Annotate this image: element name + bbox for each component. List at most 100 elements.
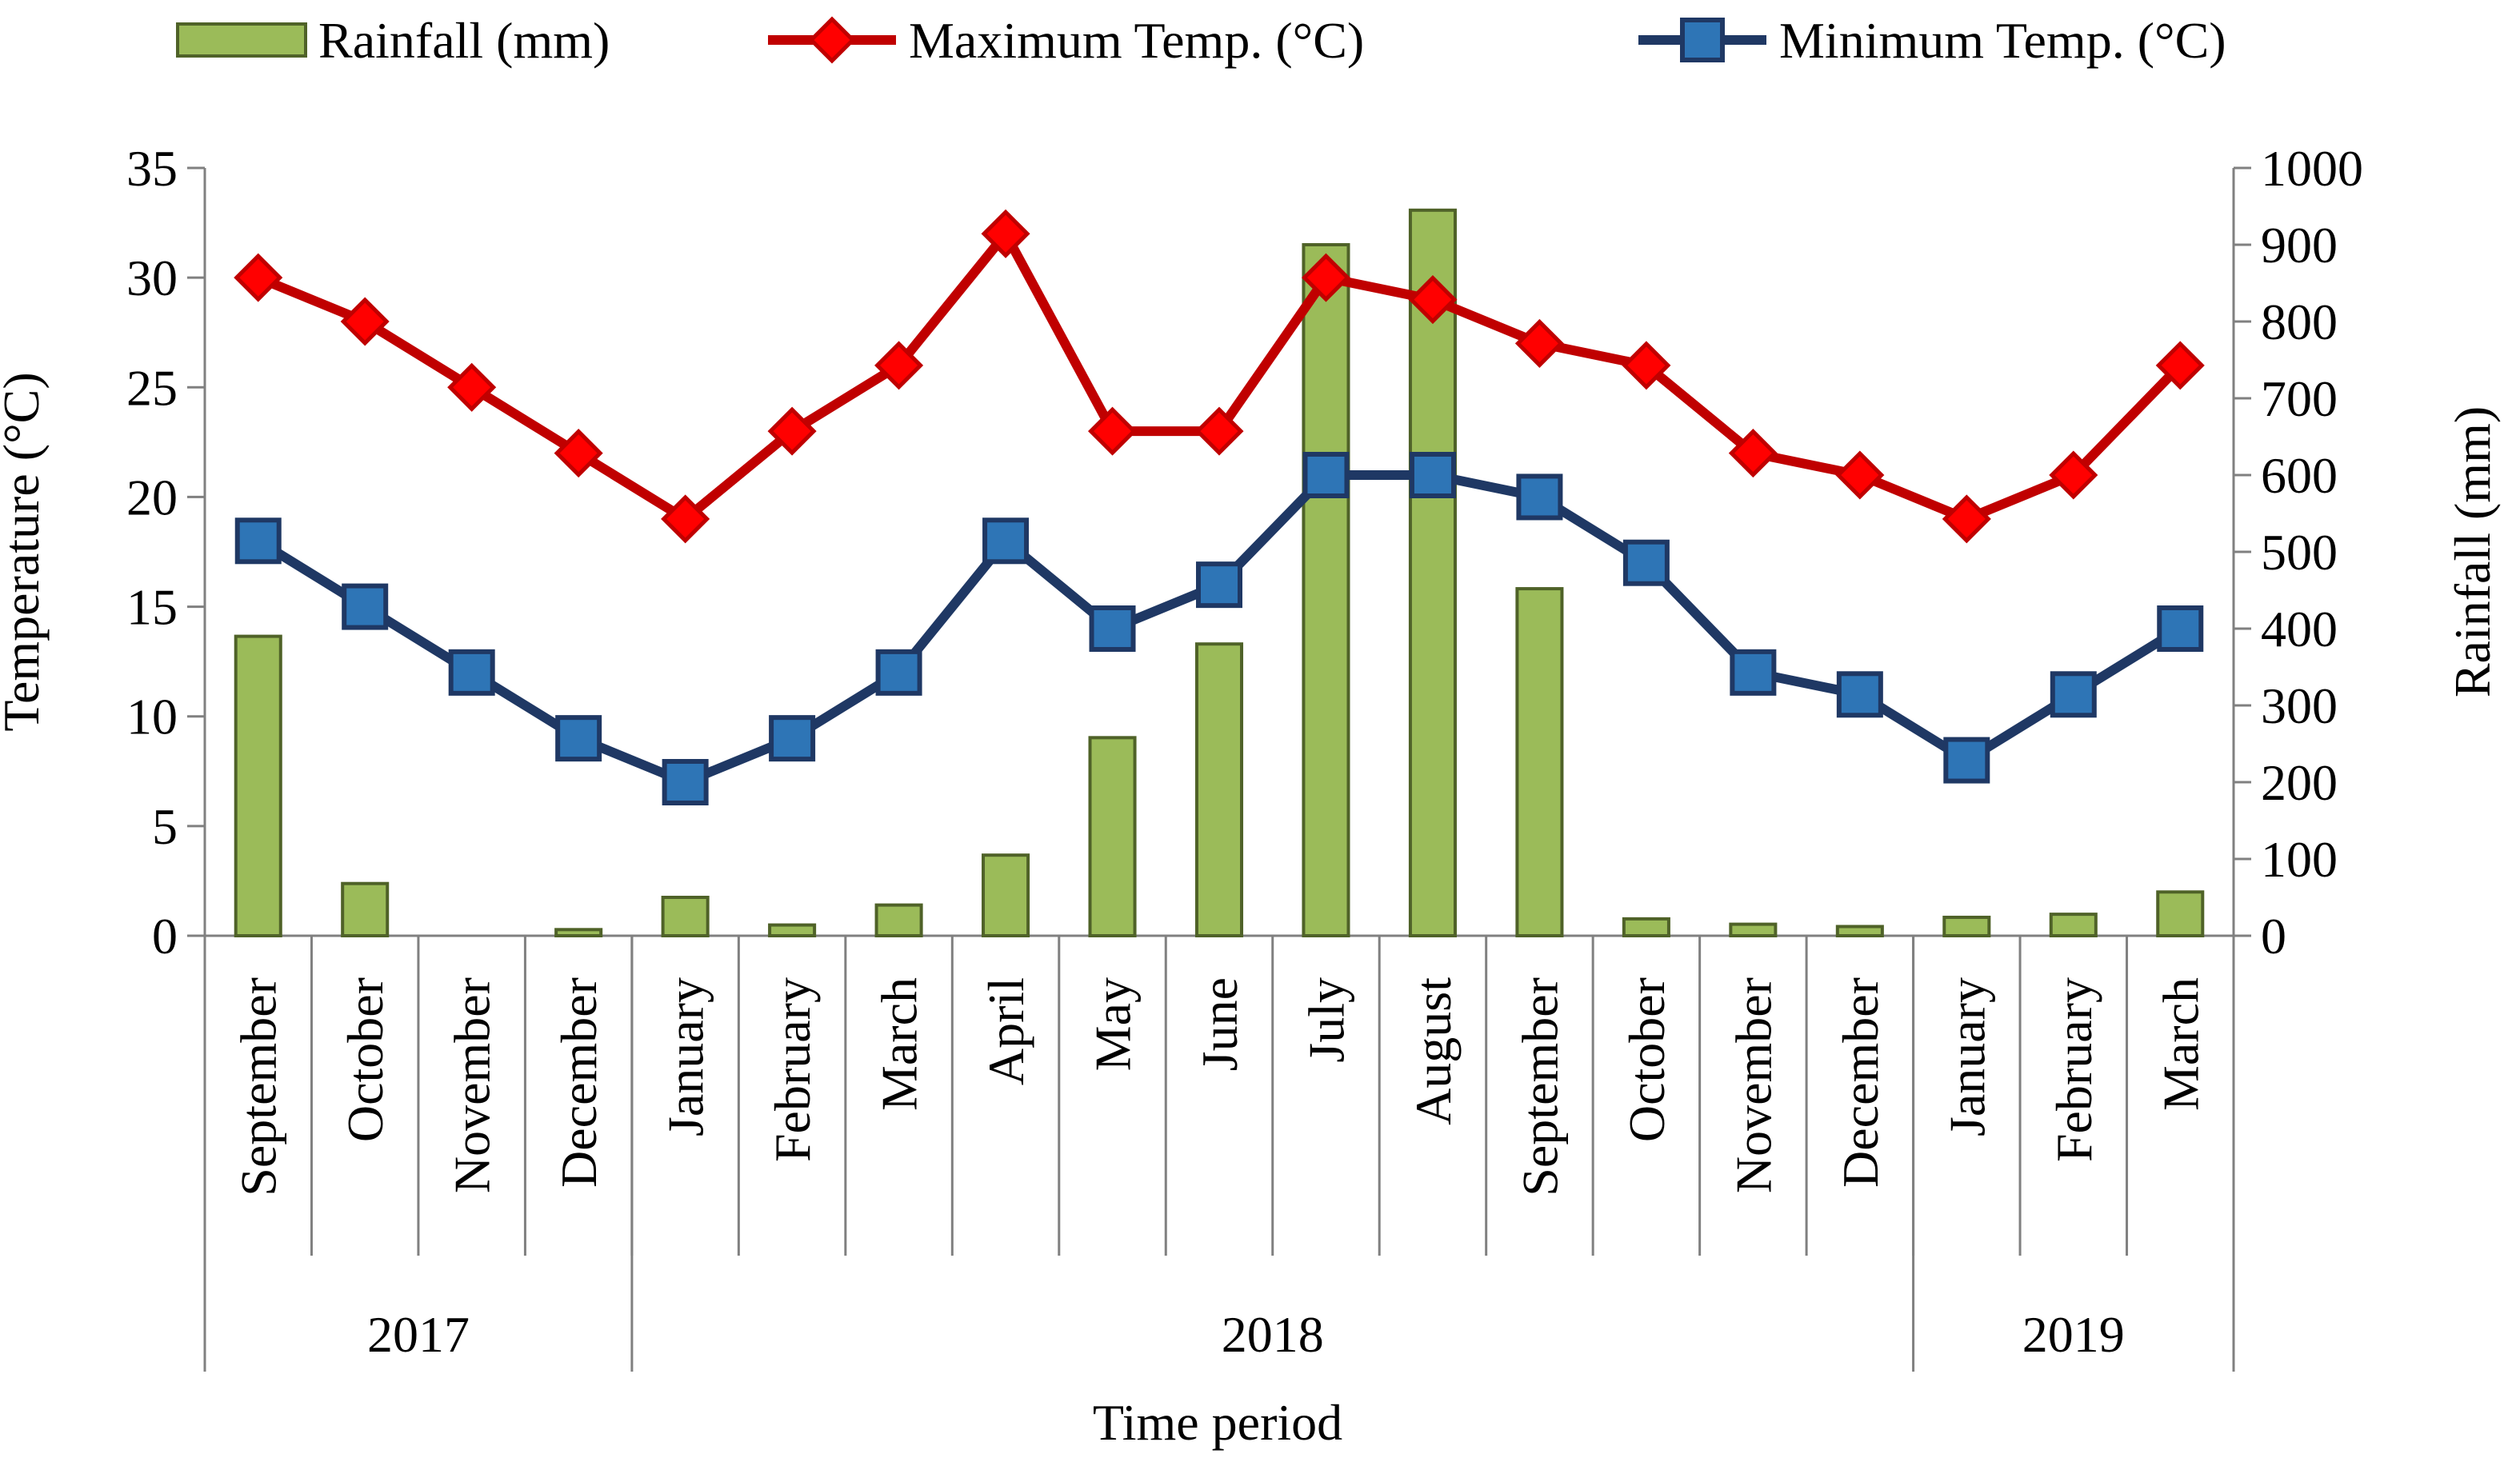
- y-left-tick-label: 0: [152, 908, 178, 965]
- min-temp-point: [1516, 473, 1563, 521]
- legend-rainfall-label: Rainfall (mm): [318, 12, 610, 69]
- max-temp-point: [767, 406, 817, 456]
- min-temp-point: [875, 649, 922, 696]
- min-temp-point: [1943, 737, 1990, 784]
- month-label: February: [764, 977, 821, 1162]
- rainfall-bar: [1942, 915, 1991, 937]
- month-label: September: [1511, 977, 1568, 1196]
- x-axis-title: Time period: [1093, 1394, 1342, 1451]
- y-left-tick-label: 15: [126, 579, 178, 636]
- min-temp-point: [1089, 605, 1136, 652]
- min-temp-point: [1836, 671, 1883, 718]
- month-label: October: [337, 977, 394, 1142]
- y-left-tick-label: 20: [126, 469, 178, 525]
- max-temp-point: [2155, 341, 2205, 390]
- month-label: January: [658, 977, 714, 1136]
- month-label: March: [871, 977, 928, 1111]
- month-label: August: [1405, 977, 1462, 1125]
- year-label: 2017: [367, 1306, 470, 1363]
- y-right-tick-label: 600: [2261, 447, 2338, 504]
- y-left-tick-label: 30: [126, 250, 178, 306]
- rainfall-bar: [1088, 736, 1137, 937]
- y-left-tick-label: 10: [126, 689, 178, 745]
- rainfall-bar: [341, 881, 390, 937]
- legend: Rainfall (mm) Maximum Temp. (°C) Minimum T…: [176, 12, 2226, 69]
- y-right-tick-label: 300: [2261, 677, 2338, 734]
- legend-rainfall-swatch: [176, 22, 307, 58]
- rainfall-bar: [1835, 925, 1884, 937]
- y-right-tick-label: 700: [2261, 370, 2338, 427]
- legend-min-temp-label: Minimum Temp. (°C): [1779, 12, 2226, 69]
- month-label: November: [444, 977, 501, 1193]
- max-temp-point: [447, 362, 497, 412]
- min-temp-point: [555, 715, 602, 762]
- min-temp-point: [982, 517, 1030, 565]
- min-temp-point: [234, 517, 282, 565]
- axes: 0 5 10 15 20 25 30 35 0 100 200 300 400 500 600 700 800 9…: [126, 140, 2363, 965]
- rainfall-bar: [768, 923, 817, 938]
- min-temp-point: [1622, 539, 1670, 586]
- rainfall-bar: [1515, 587, 1564, 938]
- y-axis-left-label: Temperature (°C): [0, 372, 50, 731]
- min-temp-point: [2157, 605, 2204, 652]
- min-temp-point: [448, 649, 495, 696]
- rainfall-bar: [2156, 890, 2205, 938]
- month-label: November: [1725, 977, 1782, 1193]
- rainfall-bar: [1194, 642, 1244, 937]
- y-right-tick-label: 800: [2261, 294, 2338, 350]
- y-left-tick-label: 35: [126, 140, 178, 197]
- rainfall-bar: [2049, 913, 2098, 937]
- y-right-tick-label: 900: [2261, 217, 2338, 274]
- max-temp-point: [554, 429, 603, 478]
- min-temp-point: [342, 583, 389, 630]
- max-temp-point: [1408, 275, 1458, 325]
- rainfall-bar: [982, 853, 1030, 937]
- rainfall-bars: [234, 208, 2205, 938]
- year-label: 2018: [1222, 1306, 1324, 1363]
- month-label: December: [1832, 977, 1889, 1188]
- month-label: January: [1938, 977, 1995, 1136]
- rainfall-bar: [1729, 922, 1778, 937]
- min-temp-point: [2050, 671, 2097, 718]
- max-temp-point: [234, 253, 283, 302]
- y-left-tick-label: 5: [152, 798, 178, 855]
- y-right-tick-label: 0: [2261, 908, 2286, 965]
- y-axis-right-label: Rainfall (mm): [2444, 406, 2501, 697]
- min-temp-point: [1302, 452, 1350, 498]
- max-temp-point: [1728, 429, 1778, 478]
- min-temp-point: [1730, 649, 1777, 696]
- max-temp-point: [874, 341, 924, 390]
- month-label: June: [1191, 977, 1248, 1071]
- max-temp-point: [1942, 494, 1991, 544]
- month-label: May: [1085, 977, 1142, 1071]
- month-label: September: [230, 977, 287, 1196]
- temperature-lines: [234, 209, 2205, 805]
- y-right-tick-label: 200: [2261, 754, 2338, 811]
- max-temp-point: [1622, 341, 1671, 390]
- min-temp-point: [1409, 452, 1456, 498]
- rainfall-bar: [874, 903, 923, 937]
- year-label: 2019: [2022, 1306, 2125, 1363]
- min-temp-point: [769, 715, 816, 762]
- x-axis-labels: September October November December January F…: [203, 936, 2235, 1372]
- max-temp-point: [1301, 253, 1351, 302]
- legend-max-temp-marker: [808, 16, 856, 64]
- max-temp-point: [981, 209, 1030, 258]
- max-temp-point: [1514, 318, 1564, 368]
- y-right-tick-label: 400: [2261, 601, 2338, 657]
- max-temp-point: [1835, 450, 1885, 500]
- min-temp-point: [662, 759, 709, 805]
- rainfall-bar: [1302, 243, 1350, 937]
- max-temp-point: [1087, 406, 1138, 456]
- max-temp-point: [1194, 406, 1244, 456]
- max-temp-point: [340, 297, 390, 346]
- month-label: April: [978, 977, 1034, 1085]
- max-temp-point: [2049, 450, 2098, 500]
- y-right-tick-label: 1000: [2261, 140, 2363, 197]
- month-label: December: [550, 977, 607, 1188]
- rainfall-bar: [661, 896, 710, 937]
- month-label: February: [2046, 977, 2102, 1162]
- max-temp-point: [661, 494, 710, 544]
- month-label: October: [1618, 977, 1675, 1142]
- rainfall-bar: [234, 634, 282, 937]
